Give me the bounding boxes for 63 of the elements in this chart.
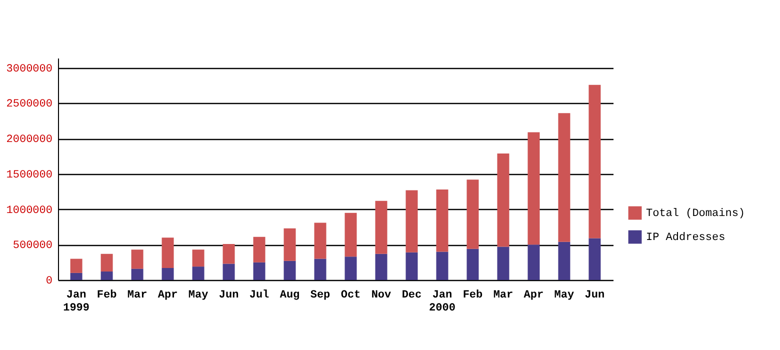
bar xyxy=(222,264,235,280)
bar xyxy=(284,260,296,280)
bar xyxy=(466,248,479,280)
bar xyxy=(70,258,82,273)
bar xyxy=(162,238,174,268)
bar xyxy=(100,272,113,280)
bar xyxy=(528,132,540,245)
y-tick-label: 500000 xyxy=(12,240,52,252)
bar xyxy=(436,190,448,252)
bar xyxy=(375,200,388,254)
x-tick-label: Apr xyxy=(524,290,544,302)
x-tick-label: Sep xyxy=(310,290,331,302)
bar xyxy=(528,244,540,280)
bar xyxy=(192,266,204,280)
x-tick-label: Jan 1999 xyxy=(63,290,90,314)
bar xyxy=(314,258,326,280)
y-tick-label: 3000000 xyxy=(6,63,52,76)
x-tick-label: Jan 2000 xyxy=(429,290,456,314)
x-tick-label: Aug xyxy=(280,290,300,302)
x-tick-label: Feb xyxy=(462,290,484,302)
bar xyxy=(406,190,418,252)
bar xyxy=(344,256,357,280)
bar xyxy=(588,84,601,238)
bar xyxy=(375,254,388,280)
x-tick-label: Dec xyxy=(402,290,422,302)
bar xyxy=(131,250,144,269)
bar xyxy=(70,272,82,280)
bar xyxy=(466,180,479,249)
x-tick-label: Oct xyxy=(340,290,361,302)
bar xyxy=(497,153,510,247)
y-tick-label: 2000000 xyxy=(6,134,52,146)
bar xyxy=(314,222,326,259)
bar xyxy=(344,212,357,257)
bar xyxy=(558,113,570,242)
x-tick-label: Apr xyxy=(158,290,178,302)
bar xyxy=(100,254,113,272)
legend-label: IP Addresses xyxy=(646,232,726,244)
bar xyxy=(222,244,235,264)
bar xyxy=(162,268,174,280)
y-tick-label: 0 xyxy=(46,276,52,288)
bar xyxy=(497,246,510,280)
bar xyxy=(284,228,296,261)
y-tick-label: 1000000 xyxy=(6,204,52,217)
bar xyxy=(253,262,266,280)
x-tick-label: Jun xyxy=(218,290,239,302)
bar xyxy=(131,268,144,280)
legend-label: Total (Domains) xyxy=(646,208,746,220)
x-tick-label: Jul xyxy=(249,290,270,302)
y-tick-label: 2500000 xyxy=(6,98,52,111)
x-tick-label: Mar xyxy=(493,290,514,302)
x-tick-label: May xyxy=(188,290,209,302)
bar xyxy=(253,236,266,262)
x-tick-label: Jun xyxy=(584,290,605,302)
y-tick-label: 1500000 xyxy=(6,169,52,182)
bar xyxy=(406,252,418,280)
bar xyxy=(436,252,448,280)
x-tick-label: Feb xyxy=(96,290,118,302)
x-tick-label: May xyxy=(554,290,575,302)
bar xyxy=(588,238,601,280)
bar xyxy=(558,242,570,280)
x-tick-label: Nov xyxy=(371,290,392,302)
bar xyxy=(192,250,204,267)
x-tick-label: Mar xyxy=(127,290,148,302)
